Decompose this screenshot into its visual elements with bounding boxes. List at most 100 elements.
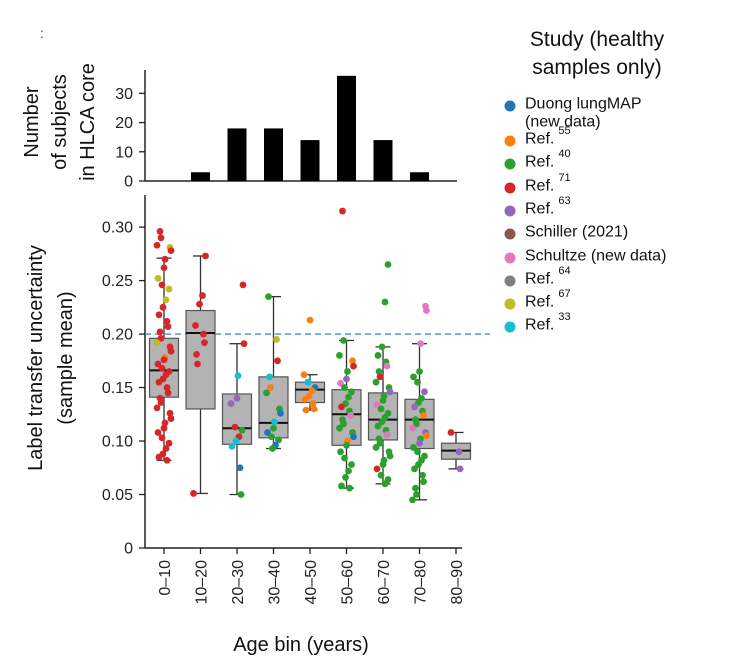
sample-point [310,405,318,413]
sample-point [163,456,171,464]
sample-point [412,484,419,492]
sample-point [340,420,347,428]
sample-point [373,401,381,409]
legend-label-line2: (new data) [525,113,601,130]
legend-marker [504,100,516,112]
sample-point [386,452,394,460]
sample-point [375,368,383,375]
histogram-y-axis-label-line: of subjects [49,74,71,170]
sample-point [268,433,275,441]
legend-label: Ref. [525,316,554,333]
histogram-bar [410,172,429,181]
sample-point [338,403,345,411]
histogram-bar [337,75,356,181]
sample-point [158,364,166,372]
sample-point [416,439,423,447]
legend-reference-superscript: 71 [558,172,570,184]
legend-label: Ref. [525,270,554,287]
legend-reference-superscript: 40 [558,148,570,160]
sample-point [270,424,277,432]
sample-point [199,292,206,299]
sample-point [153,241,161,249]
sample-point [383,362,391,370]
sample-point [304,378,312,386]
sample-point [163,317,171,325]
legend-marker [504,158,516,170]
sample-point [159,303,167,311]
sample-point [350,362,357,370]
legend-marker [504,205,516,217]
boxplot-x-tick-label: 40–50 [303,560,320,605]
sample-point [164,389,172,397]
sample-point [415,461,422,468]
sample-point [166,409,174,417]
sample-point [163,384,171,391]
sample-point [308,387,316,395]
histogram-y-tick-label: 10 [115,144,133,161]
sample-point [421,388,428,396]
sample-point [202,252,209,260]
boxplot-box-group [221,343,253,496]
sample-point [340,337,347,344]
boxplot-y-axis-label: Label transfer uncertainty (sample mean) [25,245,77,471]
sample-point [156,328,164,336]
legend: Study (healthy samples only) Duong lungMAP… [504,28,666,333]
sample-point [381,480,389,488]
sample-point [381,298,389,306]
boxplot-points [153,207,464,504]
sample-point [265,293,272,301]
sample-point [337,379,344,387]
legend-label: Ref. [525,153,554,170]
sample-point [200,330,207,338]
sample-point [153,339,161,347]
boxplot-y-tick-label: 0 [124,541,133,558]
sample-point [153,404,161,412]
legend-title-line: samples only) [532,56,662,79]
sample-point [377,405,385,413]
sample-point [379,396,387,404]
sample-point [384,261,392,268]
sample-point [160,264,168,272]
legend-marker [504,252,516,264]
sample-point [232,437,240,445]
histogram-y-axis-label-line: in HLCA core [77,63,99,181]
sample-point [417,340,424,348]
boxplot-y-ticks: 0 0.05 0.10 0.15 0.20 0.25 0.30 [102,220,145,558]
sample-point [273,336,280,343]
sample-point [167,347,175,355]
sample-point [346,484,353,492]
sample-point [263,389,270,397]
histogram-y-tick-label: 30 [115,86,133,103]
sample-point [377,471,385,479]
sample-point [201,339,208,347]
sample-point [237,491,245,498]
sample-point [161,255,169,263]
sample-point [158,281,166,289]
sample-point [157,234,165,242]
legend-item: Ref. 67 [504,288,571,310]
sample-point [373,465,381,473]
sample-point [409,424,416,432]
sample-point [194,360,201,368]
legend-item: Ref. 64 [504,265,571,287]
sample-point [383,431,391,439]
legend-item: Ref. 55 [504,125,571,147]
sample-point [239,281,247,289]
sample-point [157,334,165,342]
sample-point [193,350,200,358]
sample-point [165,439,173,447]
sample-point [154,275,162,282]
sample-point [274,357,281,365]
boxplot-y-tick-label: 0.25 [102,273,133,290]
legend-item: Schiller (2021) [504,223,628,240]
sample-point [414,448,421,456]
sample-point [338,482,345,490]
legend-reference-superscript: 55 [558,125,570,137]
boxplot-x-tick-label: 10–20 [194,560,211,605]
legend-marker [504,298,516,310]
sample-point [376,373,384,381]
sample-point [306,316,314,324]
legend-marker [504,228,516,240]
sample-point [372,378,380,386]
sample-point [275,436,282,444]
